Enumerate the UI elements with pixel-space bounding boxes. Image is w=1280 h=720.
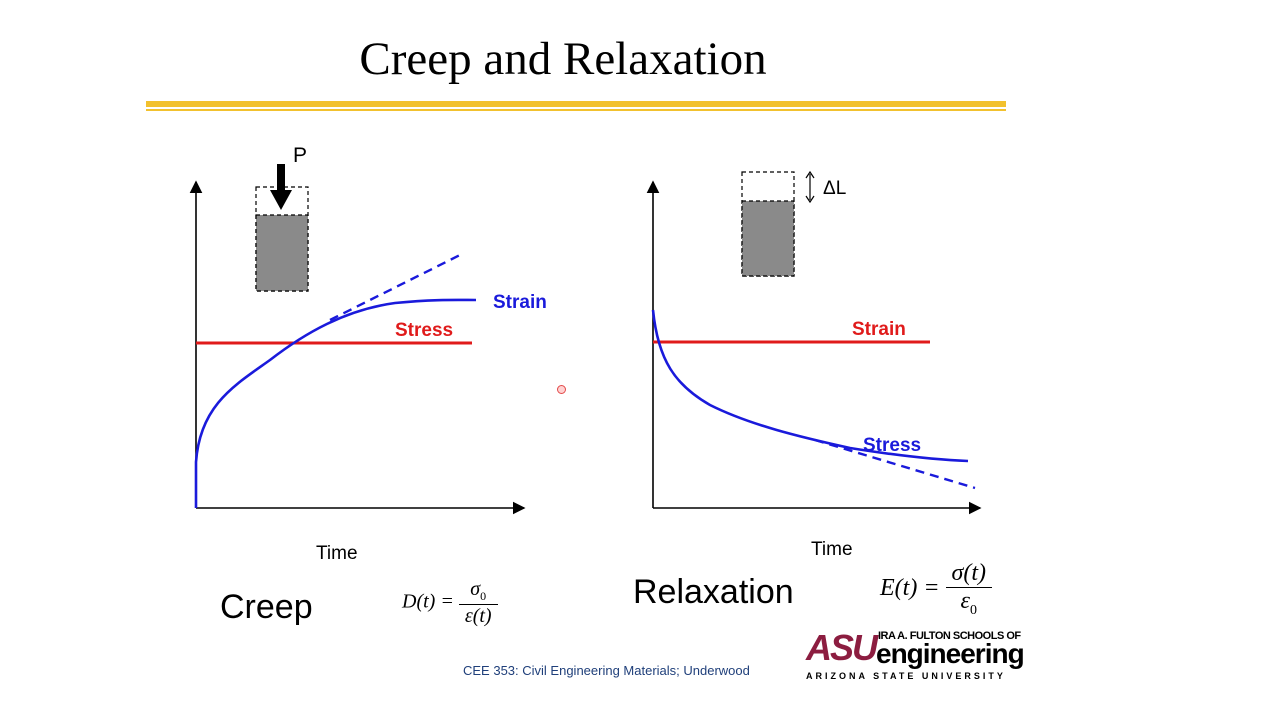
asu-engineering-word: engineering — [876, 638, 1025, 669]
relax-stress-curve — [651, 309, 969, 463]
slide-footer: CEE 353: Civil Engineering Materials; Un… — [463, 663, 750, 678]
relax-equation-lhs: E(t) = — [880, 574, 940, 601]
asu-mark: ASU — [806, 627, 878, 668]
relax-equation-denominator: ε0 — [945, 587, 993, 619]
relax-time-label: Time — [811, 539, 853, 560]
asu-university-name: ARIZONA STATE UNIVERSITY — [806, 671, 1006, 681]
creep-equation-denominator: ε(t) — [458, 604, 498, 628]
creep-specimen — [255, 214, 309, 292]
creep-caption: Creep — [220, 588, 313, 626]
creep-diagram: P Strain Stress Time — [189, 144, 547, 564]
relaxation-diagram: ΔL Strain Stress Time — [646, 170, 982, 560]
creep-strain-label: Strain — [493, 292, 547, 313]
asu-school-name: IRA A. FULTON SCHOOLS OF — [878, 630, 1021, 642]
relax-strain-label: Strain — [852, 319, 906, 340]
creep-num-symbol: σ — [470, 578, 481, 600]
delta-l-label: ΔL — [823, 178, 846, 199]
pointer-dot-icon — [557, 385, 566, 394]
creep-time-label: Time — [316, 543, 358, 564]
load-arrow-shaft — [277, 164, 285, 192]
creep-equation-numerator: σ0 — [459, 578, 498, 604]
creep-equation-fraction: σ0 ε(t) — [458, 578, 498, 628]
load-arrow-icon — [270, 190, 292, 210]
relax-stress-tangent — [814, 438, 976, 490]
creep-stress-label: Stress — [395, 320, 453, 341]
asu-engineering-logo: ASU IRA A. FULTON SCHOOLS OF engineering… — [806, 627, 1025, 682]
creep-equation: D(t) = σ0 ε(t) — [402, 578, 498, 628]
creep-num-subscript: 0 — [480, 589, 487, 603]
creep-strain-tangent — [329, 253, 461, 322]
creep-equation-lhs: D(t) = — [402, 590, 454, 613]
relax-specimen — [741, 200, 795, 277]
slide-title: Creep and Relaxation — [359, 33, 767, 85]
load-label: P — [293, 144, 307, 167]
creep-strain-curve — [194, 298, 477, 508]
title-rule — [146, 101, 1006, 107]
title-rule-thin — [146, 109, 1006, 111]
relax-equation-fraction: σ(t) ε0 — [945, 560, 993, 619]
relaxation-equation: E(t) = σ(t) ε0 — [880, 560, 993, 619]
delta-l-arrow-top — [805, 170, 815, 179]
relax-equation-numerator: σ(t) — [951, 560, 987, 586]
relaxation-caption: Relaxation — [633, 573, 794, 611]
relax-den-symbol: ε — [960, 588, 970, 614]
relax-stress-label: Stress — [863, 435, 921, 456]
relax-den-subscript: 0 — [970, 602, 977, 618]
delta-l-arrow-bottom — [805, 195, 815, 204]
